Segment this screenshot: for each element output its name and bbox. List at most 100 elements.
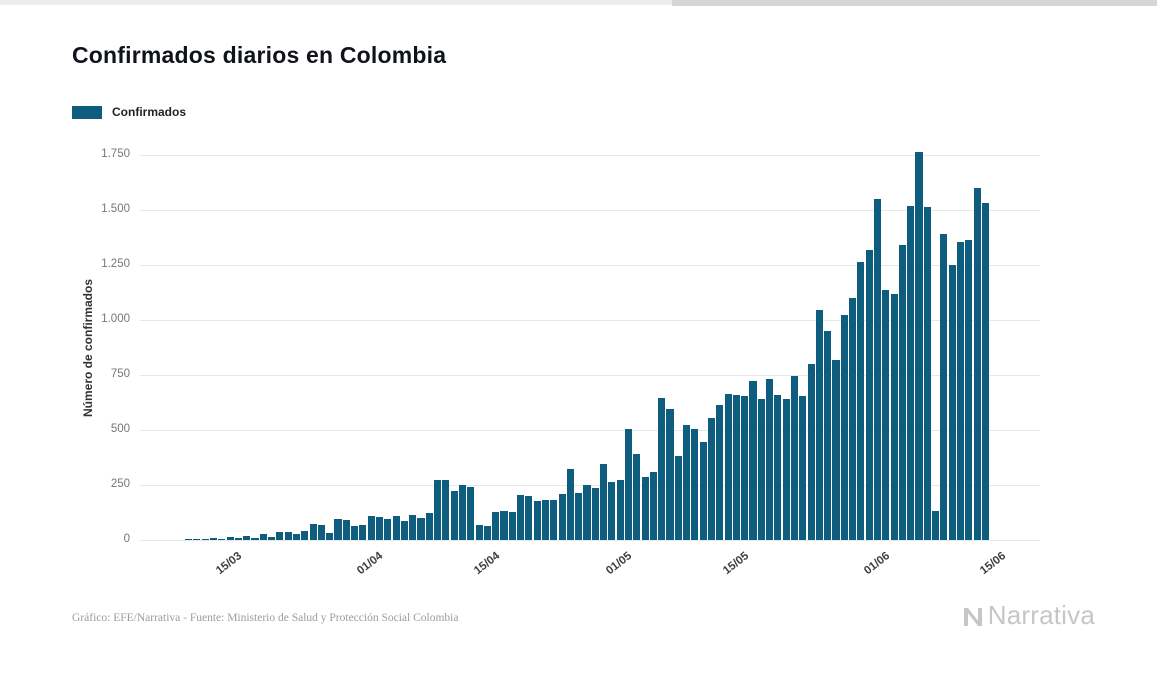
- bar[interactable]: [384, 518, 392, 540]
- bar[interactable]: [840, 315, 848, 540]
- bar[interactable]: [757, 399, 765, 540]
- bar[interactable]: [550, 500, 558, 540]
- bar[interactable]: [898, 245, 906, 540]
- bar[interactable]: [616, 479, 624, 540]
- bar[interactable]: [434, 479, 442, 540]
- x-tick-label: 15/05: [720, 550, 751, 578]
- bar[interactable]: [965, 240, 973, 540]
- bar[interactable]: [218, 538, 226, 540]
- bar[interactable]: [674, 456, 682, 540]
- bar[interactable]: [865, 249, 873, 540]
- bar[interactable]: [575, 492, 583, 540]
- bar[interactable]: [317, 525, 325, 540]
- bar[interactable]: [284, 532, 292, 540]
- bar[interactable]: [824, 331, 832, 540]
- bar[interactable]: [450, 490, 458, 540]
- bar[interactable]: [268, 536, 276, 540]
- bar[interactable]: [666, 409, 674, 540]
- bar[interactable]: [600, 464, 608, 540]
- bar[interactable]: [351, 526, 359, 540]
- bar[interactable]: [392, 515, 400, 540]
- bar[interactable]: [724, 393, 732, 540]
- bar[interactable]: [683, 424, 691, 540]
- bar[interactable]: [624, 428, 633, 540]
- bar[interactable]: [608, 481, 616, 540]
- bar[interactable]: [483, 525, 491, 540]
- bar[interactable]: [193, 538, 201, 540]
- bar[interactable]: [500, 510, 508, 540]
- bar[interactable]: [915, 151, 923, 540]
- bar[interactable]: [907, 205, 915, 540]
- bar[interactable]: [251, 537, 259, 540]
- bar[interactable]: [375, 516, 384, 540]
- bar[interactable]: [799, 395, 807, 540]
- bar[interactable]: [940, 234, 948, 540]
- bar[interactable]: [981, 203, 989, 540]
- bar[interactable]: [691, 428, 699, 540]
- bar[interactable]: [890, 293, 898, 540]
- bar[interactable]: [525, 496, 533, 540]
- bar[interactable]: [583, 485, 591, 540]
- bar[interactable]: [641, 477, 649, 540]
- bar[interactable]: [948, 265, 956, 540]
- bar[interactable]: [716, 404, 724, 540]
- bar[interactable]: [334, 518, 342, 540]
- bar[interactable]: [226, 537, 234, 540]
- bar[interactable]: [815, 309, 823, 540]
- bar[interactable]: [923, 206, 931, 540]
- bar[interactable]: [782, 399, 790, 540]
- y-tick-label: 1.000: [101, 313, 130, 325]
- bar[interactable]: [633, 454, 641, 540]
- bar[interactable]: [367, 516, 375, 540]
- bar[interactable]: [873, 199, 882, 540]
- bar[interactable]: [234, 537, 242, 540]
- bar[interactable]: [517, 494, 525, 540]
- bar[interactable]: [292, 533, 301, 540]
- bar[interactable]: [309, 524, 317, 540]
- bar[interactable]: [276, 531, 284, 540]
- bar[interactable]: [732, 394, 740, 540]
- bar[interactable]: [857, 262, 865, 540]
- bar[interactable]: [932, 511, 940, 540]
- bar[interactable]: [541, 499, 550, 540]
- bar[interactable]: [658, 398, 666, 540]
- bar[interactable]: [243, 535, 251, 540]
- bar[interactable]: [832, 359, 840, 540]
- bar[interactable]: [209, 538, 218, 540]
- bar[interactable]: [185, 539, 193, 540]
- bar[interactable]: [749, 380, 757, 540]
- bar[interactable]: [882, 290, 890, 540]
- bar[interactable]: [741, 395, 749, 540]
- bar[interactable]: [533, 500, 541, 540]
- bar[interactable]: [342, 519, 350, 540]
- bar[interactable]: [475, 525, 483, 540]
- bar[interactable]: [458, 485, 467, 540]
- bar[interactable]: [492, 511, 500, 540]
- bar[interactable]: [790, 376, 799, 540]
- bar[interactable]: [467, 487, 475, 540]
- bar[interactable]: [259, 533, 267, 540]
- bar[interactable]: [591, 488, 599, 540]
- bar[interactable]: [409, 515, 417, 540]
- bar[interactable]: [417, 518, 425, 540]
- bar[interactable]: [558, 493, 566, 540]
- bar[interactable]: [849, 297, 857, 540]
- bar[interactable]: [566, 468, 574, 540]
- bar[interactable]: [807, 364, 815, 540]
- bar[interactable]: [442, 479, 450, 540]
- bar[interactable]: [699, 442, 707, 540]
- bar[interactable]: [425, 512, 433, 540]
- legend[interactable]: Confirmados: [72, 105, 186, 119]
- bar[interactable]: [326, 533, 334, 540]
- bar[interactable]: [956, 241, 965, 540]
- bar[interactable]: [649, 471, 657, 540]
- bar[interactable]: [508, 511, 516, 540]
- bar[interactable]: [301, 530, 309, 540]
- bar[interactable]: [774, 394, 782, 540]
- bar[interactable]: [400, 520, 408, 540]
- bar[interactable]: [201, 539, 209, 540]
- bar[interactable]: [766, 379, 774, 540]
- bar[interactable]: [359, 524, 367, 540]
- bar[interactable]: [973, 187, 981, 540]
- bar[interactable]: [707, 417, 716, 540]
